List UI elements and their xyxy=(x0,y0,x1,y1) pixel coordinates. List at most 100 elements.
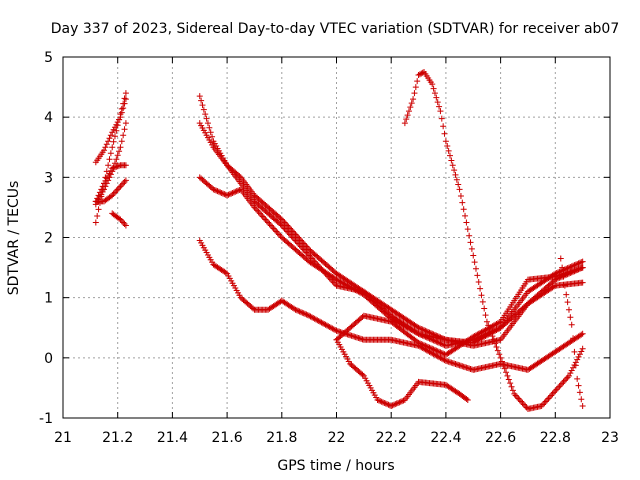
data-point-marker xyxy=(441,130,448,137)
data-point-marker xyxy=(102,177,109,184)
data-point-marker xyxy=(492,340,499,347)
grid-layer xyxy=(62,56,611,419)
data-point-marker xyxy=(388,402,395,409)
y-tick-label: 2 xyxy=(44,231,53,247)
data-point-marker xyxy=(563,375,570,382)
data-point-marker xyxy=(285,223,292,230)
data-point-marker xyxy=(415,324,422,331)
data-point-marker xyxy=(116,215,123,222)
data-point-marker xyxy=(304,245,311,252)
data-point-marker xyxy=(489,333,496,340)
data-point-marker xyxy=(116,184,123,191)
data-point-marker xyxy=(96,189,103,196)
data-point-marker xyxy=(418,340,425,347)
data-point-marker xyxy=(277,232,284,239)
data-point-marker xyxy=(430,346,437,353)
data-point-marker xyxy=(574,356,581,363)
x-tick-label: 21.2 xyxy=(102,430,133,446)
data-point-marker xyxy=(359,371,366,378)
data-point-marker xyxy=(107,150,114,157)
data-point-marker xyxy=(121,220,128,227)
chart-title: Day 337 of 2023, Sidereal Day-to-day VTE… xyxy=(51,21,620,37)
data-point-marker xyxy=(512,392,519,399)
data-point-marker xyxy=(462,212,469,219)
data-point-marker xyxy=(292,237,299,244)
data-point-marker xyxy=(296,242,303,249)
data-point-marker xyxy=(385,401,392,408)
data-point-marker xyxy=(393,400,400,407)
data-point-marker xyxy=(518,398,525,405)
data-point-marker xyxy=(121,178,128,185)
data-point-marker xyxy=(287,231,294,238)
data-point-marker xyxy=(490,336,497,343)
data-point-marker xyxy=(579,330,586,337)
data-point-marker xyxy=(375,397,382,404)
data-point-marker xyxy=(567,370,574,377)
data-point-marker xyxy=(101,180,108,187)
data-point-marker xyxy=(479,298,486,305)
data-point-marker xyxy=(548,392,555,399)
x-tick-label: 21.8 xyxy=(266,430,297,446)
data-point-marker xyxy=(578,259,585,266)
data-point-marker xyxy=(116,148,123,155)
data-point-marker xyxy=(332,327,339,334)
data-point-marker xyxy=(282,226,289,233)
y-tick-label: 5 xyxy=(44,50,53,66)
data-point-marker xyxy=(541,399,548,406)
data-point-marker xyxy=(284,228,291,235)
data-point-marker xyxy=(213,187,220,194)
data-point-marker xyxy=(121,126,128,133)
data-point-marker xyxy=(280,223,287,230)
data-point-marker xyxy=(474,272,481,279)
data-point-marker xyxy=(303,243,310,250)
data-point-marker xyxy=(109,144,116,151)
data-point-marker xyxy=(557,381,564,388)
data-point-marker xyxy=(297,237,304,244)
data-point-marker xyxy=(514,393,521,400)
data-point-marker xyxy=(578,348,585,355)
data-point-marker xyxy=(405,108,412,115)
data-point-marker xyxy=(122,222,129,229)
data-point-marker xyxy=(122,162,129,169)
data-point-marker xyxy=(120,180,127,187)
data-point-marker xyxy=(520,401,527,408)
data-point-marker xyxy=(497,354,504,361)
data-point-marker xyxy=(434,348,441,355)
data-point-marker xyxy=(503,369,510,376)
data-point-marker xyxy=(563,291,570,298)
data-point-marker xyxy=(299,245,306,252)
data-point-marker xyxy=(120,105,127,112)
data-point-marker xyxy=(297,309,304,316)
data-point-marker xyxy=(114,163,121,170)
data-point-marker xyxy=(418,325,425,332)
data-point-marker xyxy=(467,239,474,246)
data-point-marker xyxy=(399,398,406,405)
data-point-marker xyxy=(436,103,443,110)
data-point-marker xyxy=(252,205,259,212)
data-point-marker xyxy=(463,395,470,402)
data-point-marker xyxy=(250,305,257,312)
data-point-marker xyxy=(304,312,311,319)
data-point-marker xyxy=(464,226,471,233)
data-point-marker xyxy=(221,191,228,198)
data-point-marker xyxy=(544,396,551,403)
data-point-marker xyxy=(431,90,438,97)
data-point-marker xyxy=(276,231,283,238)
data-point-marker xyxy=(225,191,232,198)
data-point-marker xyxy=(202,111,209,118)
data-point-marker xyxy=(408,100,415,107)
data-point-marker xyxy=(382,400,389,407)
data-point-marker xyxy=(545,395,552,402)
data-point-marker xyxy=(565,306,572,313)
data-point-marker xyxy=(103,175,110,182)
data-point-marker xyxy=(429,81,436,88)
data-point-marker xyxy=(441,357,448,364)
data-point-marker xyxy=(483,318,490,325)
data-point-marker xyxy=(211,186,218,193)
data-point-marker xyxy=(419,326,426,333)
data-point-marker xyxy=(274,229,281,236)
data-point-marker xyxy=(568,367,575,374)
data-point-marker xyxy=(496,351,503,358)
data-point-marker xyxy=(478,292,485,299)
data-point-marker xyxy=(553,386,560,393)
